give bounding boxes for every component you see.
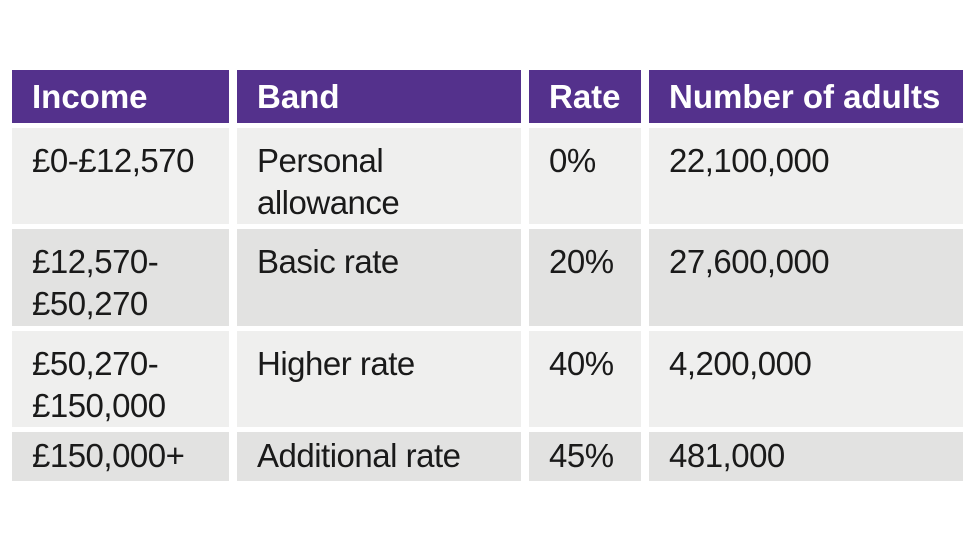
row4-rate-value: 45% (549, 437, 614, 475)
cell-row1-rate: 0% (529, 128, 641, 224)
row1-band-value: Personal allowance (257, 142, 400, 222)
cell-row2-band: Basic rate (237, 229, 521, 326)
cell-row2-income: £12,570-£50,270 (12, 229, 229, 326)
cell-row3-rate: 40% (529, 331, 641, 427)
cell-row1-band: Personal allowance (237, 128, 521, 224)
cell-row1-income: £0-£12,570 (12, 128, 229, 224)
cell-row4-band: Additional rate (237, 432, 521, 481)
row3-adults-value: 4,200,000 (669, 345, 812, 382)
header-band-label: Band (257, 77, 340, 115)
header-rate: Rate (529, 70, 641, 123)
header-number-of-adults: Number of adults (649, 70, 963, 123)
cell-row2-rate: 20% (529, 229, 641, 326)
row3-rate-value: 40% (549, 345, 614, 382)
header-rate-label: Rate (549, 77, 621, 115)
row2-adults-value: 27,600,000 (669, 243, 830, 280)
header-number-of-adults-label: Number of adults (669, 77, 941, 115)
cell-row3-band: Higher rate (237, 331, 521, 427)
row2-band-value: Basic rate (257, 243, 399, 280)
cell-row4-income: £150,000+ (12, 432, 229, 481)
row1-adults-value: 22,100,000 (669, 142, 830, 179)
row4-income-value: £150,000+ (32, 437, 185, 475)
cell-row4-rate: 45% (529, 432, 641, 481)
row2-rate-value: 20% (549, 243, 614, 280)
cell-row4-adults: 481,000 (649, 432, 963, 481)
header-income: Income (12, 70, 229, 123)
cell-row2-adults: 27,600,000 (649, 229, 963, 326)
cell-row3-income: £50,270-£150,000 (12, 331, 229, 427)
row1-rate-value: 0% (549, 142, 596, 179)
header-income-label: Income (32, 77, 148, 115)
row4-adults-value: 481,000 (669, 437, 785, 475)
header-band: Band (237, 70, 521, 123)
row3-income-value: £50,270-£150,000 (32, 345, 166, 425)
row2-income-value: £12,570-£50,270 (32, 243, 159, 323)
row1-income-value: £0-£12,570 (32, 142, 194, 179)
cell-row1-adults: 22,100,000 (649, 128, 963, 224)
income-tax-bands-table: Income Band Rate Number of adults £0-£12… (12, 70, 963, 481)
row3-band-value: Higher rate (257, 345, 415, 382)
row4-band-value: Additional rate (257, 437, 461, 475)
cell-row3-adults: 4,200,000 (649, 331, 963, 427)
